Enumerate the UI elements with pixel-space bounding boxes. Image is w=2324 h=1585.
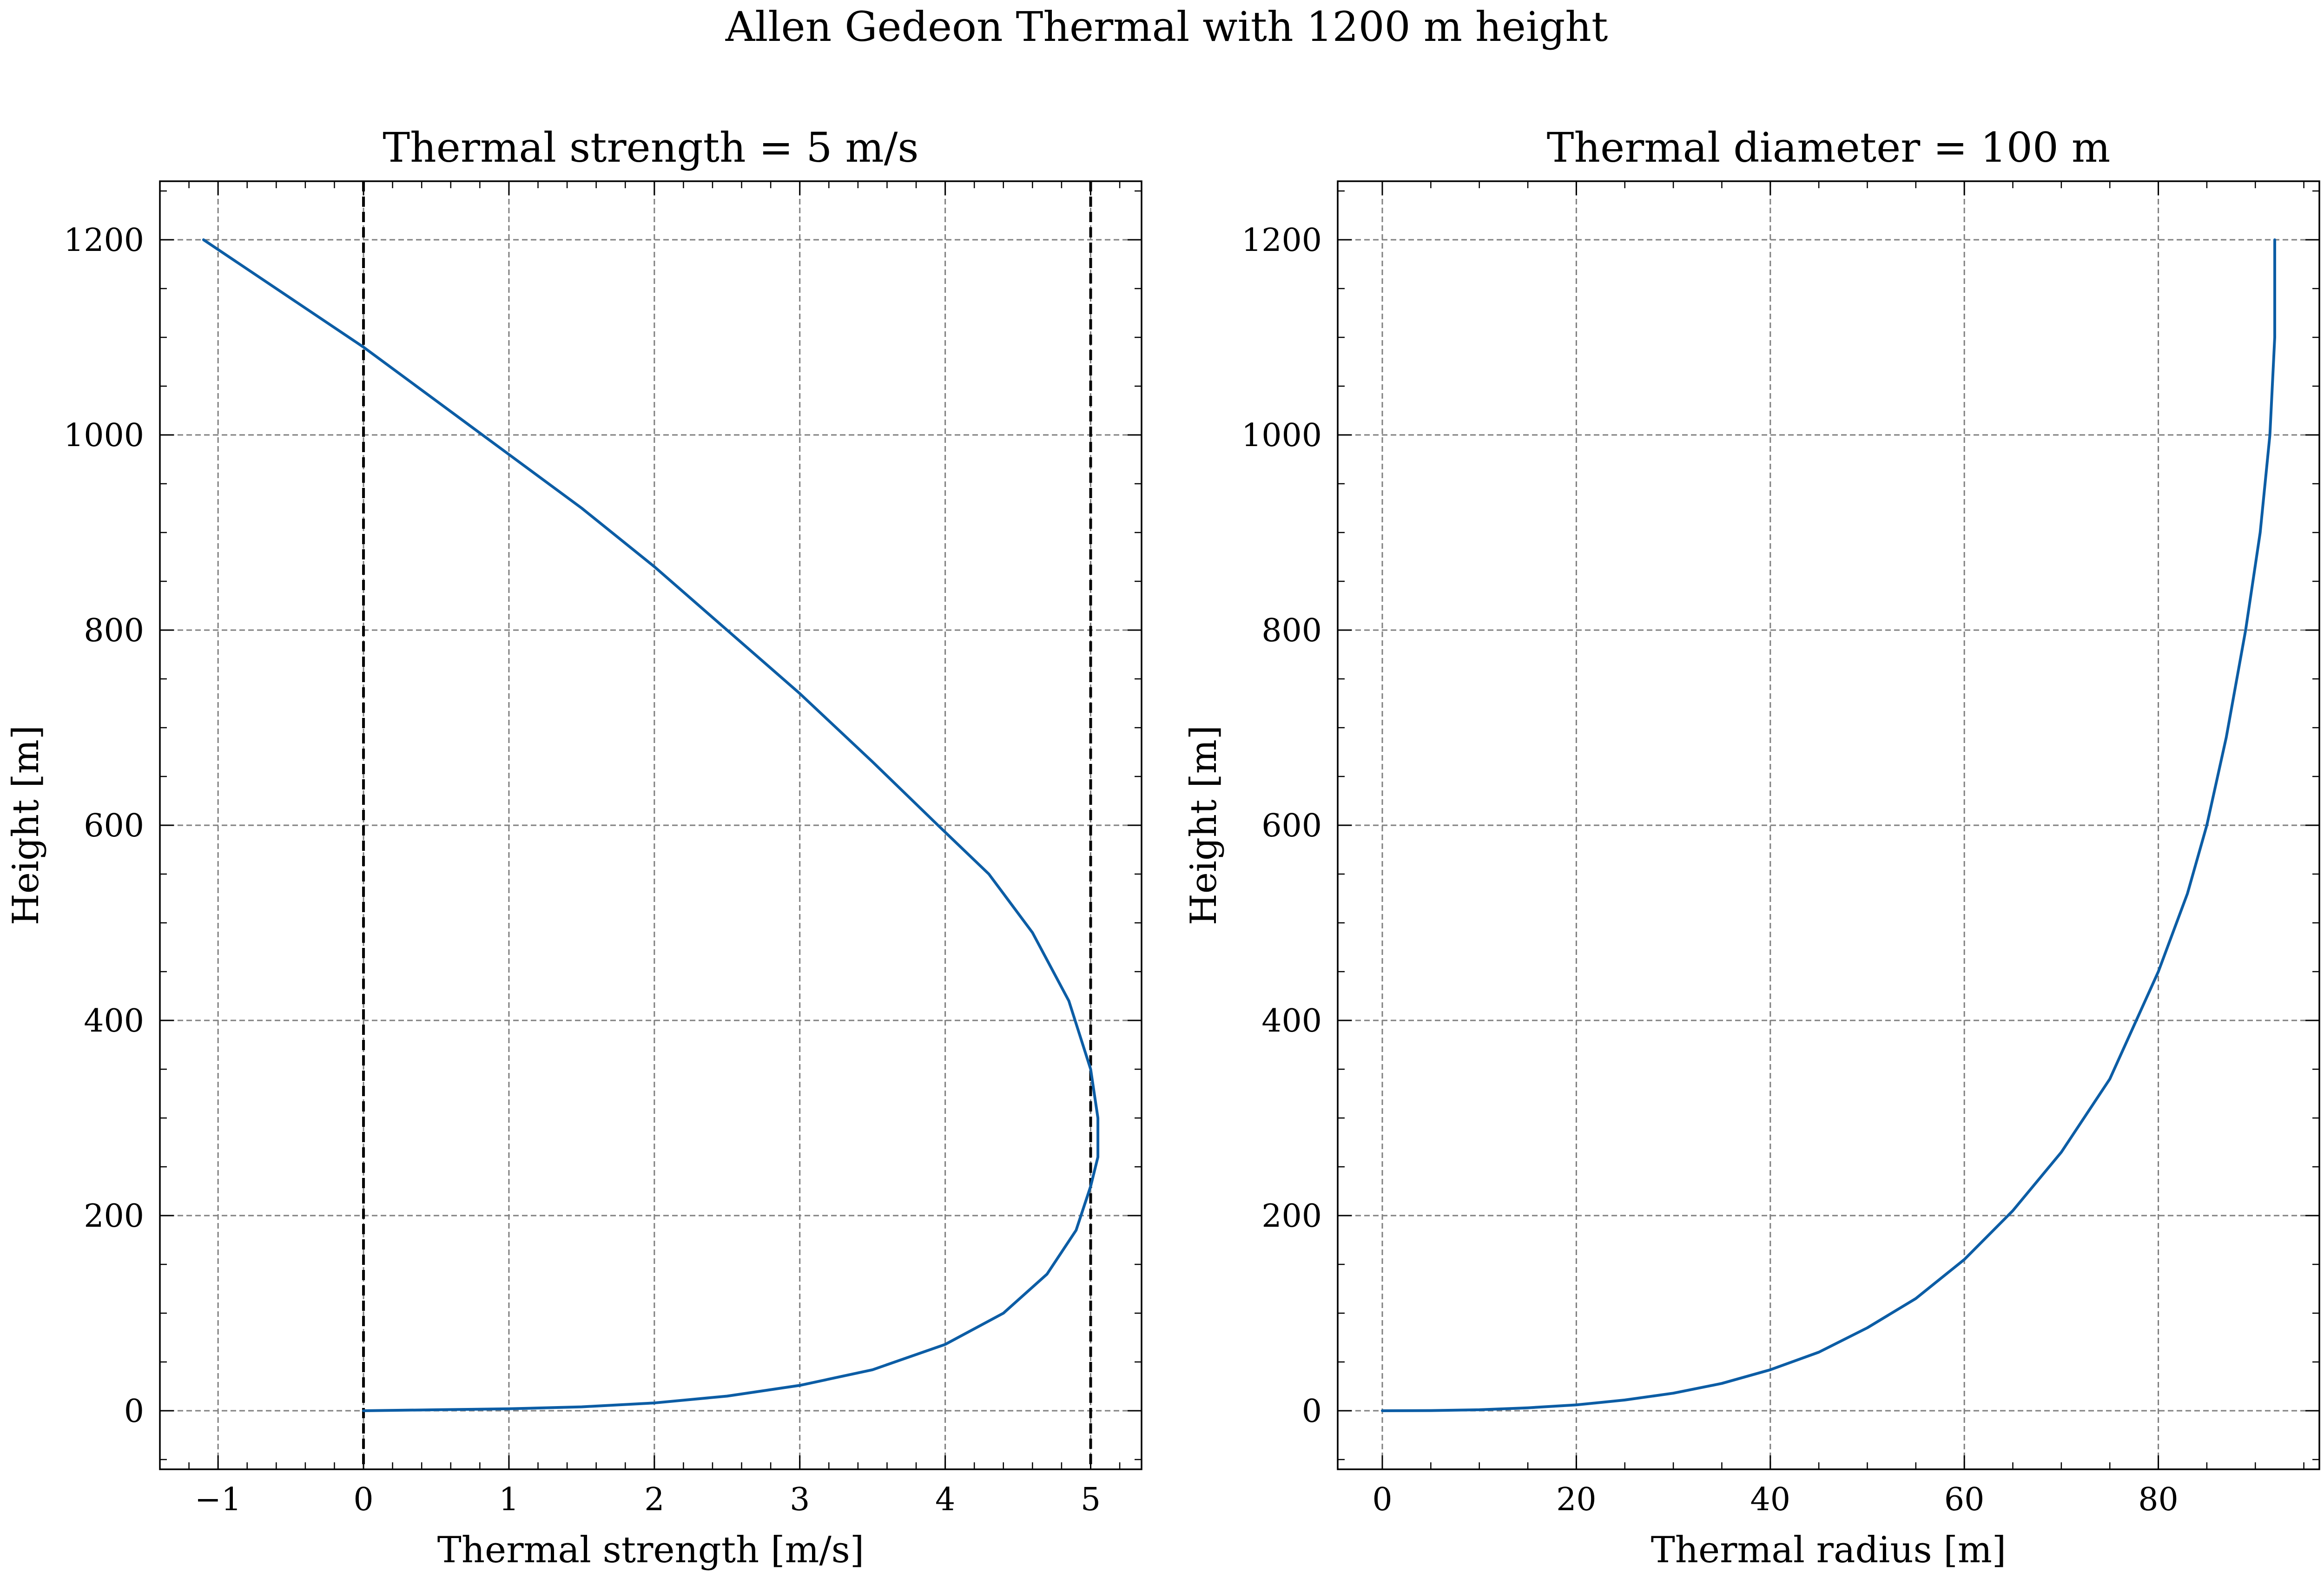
- series-line: [1381, 238, 2276, 1412]
- x-tick-label: −1: [195, 1481, 241, 1518]
- y-tick-label: 800: [1261, 612, 1322, 649]
- y-tick-label: 1000: [64, 417, 144, 454]
- x-tick-label: 5: [1081, 1481, 1101, 1518]
- x-tick-label: 80: [2138, 1481, 2179, 1518]
- y-tick-label: 800: [84, 612, 144, 649]
- figure-suptitle: Allen Gedeon Thermal with 1200 m height: [725, 3, 1608, 51]
- x-axis-label: Thermal radius [m]: [1651, 1529, 2006, 1571]
- x-axis-label: Thermal strength [m/s]: [437, 1529, 864, 1571]
- x-tick-label: 40: [1750, 1481, 1791, 1518]
- y-tick-label: 200: [84, 1198, 144, 1235]
- y-tick-label: 0: [124, 1393, 144, 1430]
- x-tick-label: 20: [1556, 1481, 1597, 1518]
- x-tick-label: 2: [644, 1481, 664, 1518]
- subplot-title: Thermal diameter = 100 m: [1547, 124, 2111, 171]
- x-tick-label: 4: [935, 1481, 955, 1518]
- y-tick-label: 400: [1261, 1003, 1322, 1039]
- y-tick-label: 0: [1302, 1393, 1322, 1430]
- y-tick-label: 1000: [1241, 417, 1322, 454]
- y-tick-label: 600: [1261, 808, 1322, 844]
- y-tick-label: 400: [84, 1003, 144, 1039]
- x-tick-label: 1: [499, 1481, 519, 1518]
- y-axis-label: Height [m]: [1183, 725, 1225, 925]
- left-subplot: −1 0 1 2 3 4 5 0 200 400 600 800 1000 1200 Thermal str…: [5, 124, 1142, 1571]
- subplot-title: Thermal strength = 5 m/s: [383, 124, 918, 171]
- y-tick-label: 200: [1261, 1198, 1322, 1235]
- x-tick-label: 3: [790, 1481, 810, 1518]
- y-tick-label: 1200: [64, 222, 144, 259]
- y-tick-label: 1200: [1241, 222, 1322, 259]
- x-tick-label: 60: [1944, 1481, 1985, 1518]
- y-axis-label: Height [m]: [5, 725, 47, 925]
- y-tick-label: 600: [84, 808, 144, 844]
- x-tick-label: 0: [353, 1481, 373, 1518]
- series-line: [202, 238, 1100, 1412]
- x-tick-label: 0: [1372, 1481, 1392, 1518]
